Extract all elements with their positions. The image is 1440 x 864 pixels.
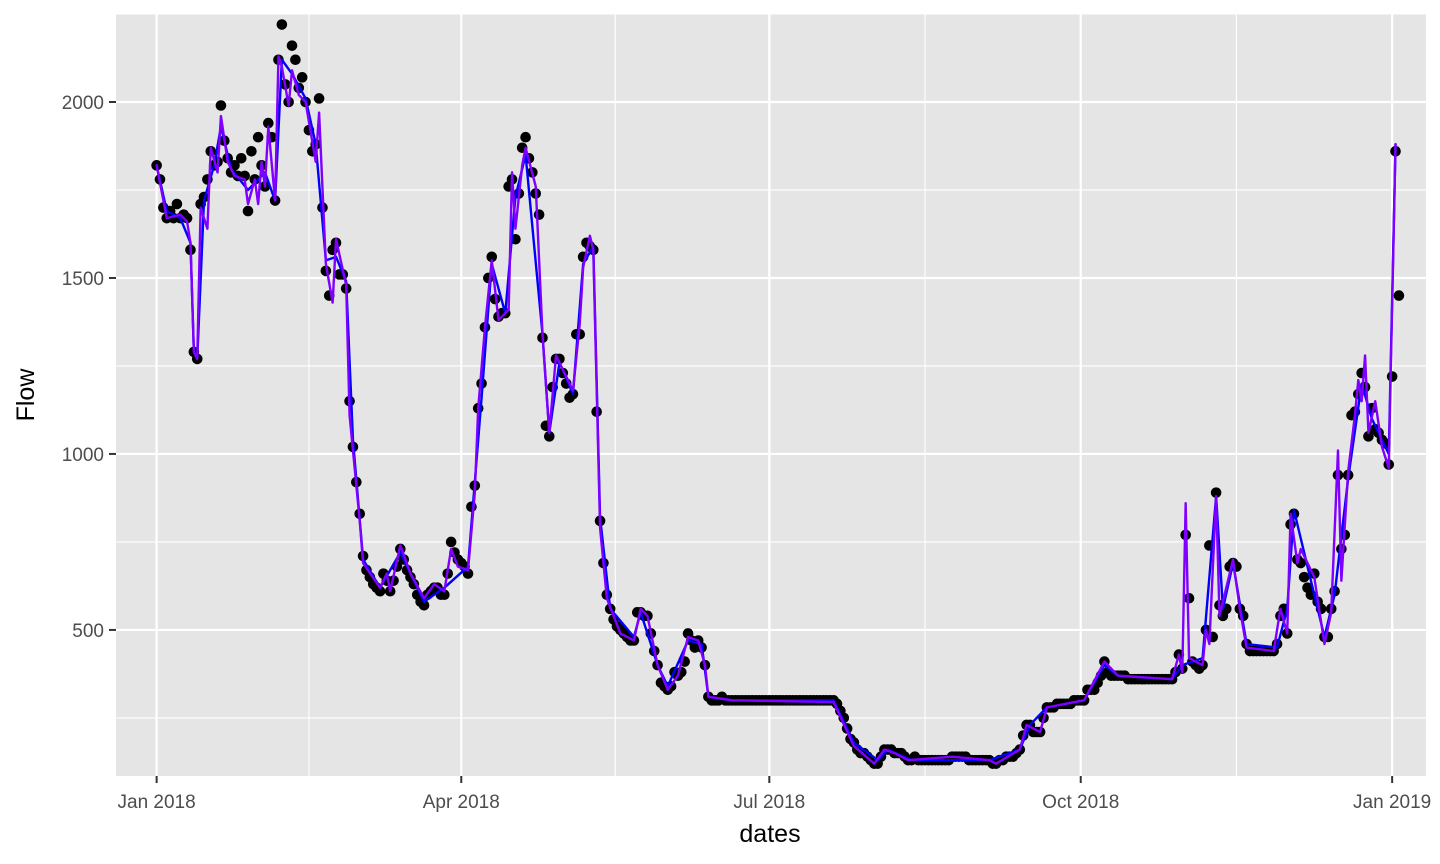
data-point [242,205,254,217]
plot-panel [116,14,1426,776]
data-point [252,131,264,143]
data-point [246,145,257,157]
data-point [286,40,298,51]
data-point [1393,290,1405,301]
data-point [374,585,386,597]
data-point [313,93,325,104]
x-axis-title: dates [739,820,800,848]
x-tick-label: Jul 2018 [733,792,805,813]
x-tick-label: Apr 2018 [423,792,500,813]
axis-ticks [109,100,1394,783]
x-tick-label: Oct 2018 [1042,792,1119,813]
data-point [439,589,450,601]
data-point [215,100,227,111]
data-point [276,19,288,30]
data-point [181,212,193,224]
y-tick-label: 1000 [62,445,104,466]
data-point [418,600,430,611]
x-tick-label: Jan 2019 [1353,792,1431,813]
data-point [296,72,308,83]
data-point [543,431,555,442]
data-point [486,251,498,263]
data-series [151,19,1405,769]
data-point [235,153,247,164]
data-point [462,568,474,579]
data-point [1210,487,1222,498]
data-point [445,536,457,548]
data-point [520,131,531,143]
y-axis-title: Flow [12,368,40,422]
major-gridlines [116,14,1426,776]
y-tick-label: 1500 [62,269,104,290]
data-point [1298,571,1310,583]
data-point [533,209,545,220]
minor-gridlines [116,13,1426,776]
axis-tick-labels: 500 1000 1500 2000 Jan 2018 Apr 2018 Jul 2018 O… [62,93,1432,813]
data-point [1363,431,1374,442]
data-point [1386,371,1398,382]
data-point [171,198,183,210]
data-point [290,54,301,66]
x-tick-label: Jan 2018 [118,792,196,813]
y-tick-label: 500 [72,621,104,642]
y-tick-label: 2000 [62,93,104,114]
data-point [1183,592,1195,604]
data-point [263,117,274,129]
purple-series-line [155,55,1397,765]
